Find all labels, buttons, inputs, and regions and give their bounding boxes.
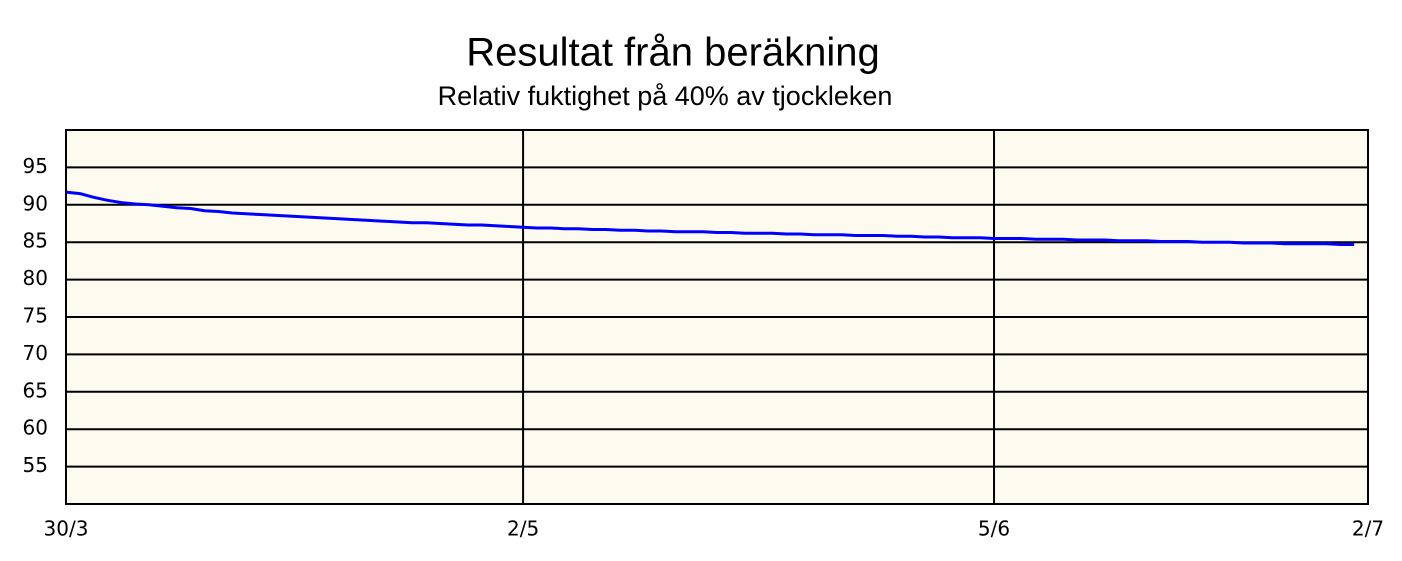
- y-tick-label: 65: [23, 378, 48, 402]
- y-tick-label: 80: [23, 266, 48, 290]
- y-tick-label: 75: [23, 304, 48, 328]
- y-tick-label: 85: [23, 229, 48, 253]
- chart-subtitle: Relativ fuktighet på 40% av tjockleken: [438, 81, 893, 111]
- chart-title: Resultat från beräkning: [466, 31, 880, 75]
- data-line: [65, 190, 1355, 246]
- plot-frame: [65, 129, 1369, 505]
- y-tick-label: 95: [23, 154, 48, 178]
- y-tick-label: 55: [23, 453, 48, 477]
- x-tick-label: 30/3: [44, 517, 89, 541]
- y-tick-label: 90: [23, 191, 48, 215]
- x-tick-label: 2/5: [507, 517, 539, 541]
- x-tick-label: 2/7: [1352, 517, 1384, 541]
- y-tick-label: 70: [23, 341, 48, 365]
- y-tick-label: 60: [23, 416, 48, 440]
- x-tick-label: 5/6: [978, 517, 1010, 541]
